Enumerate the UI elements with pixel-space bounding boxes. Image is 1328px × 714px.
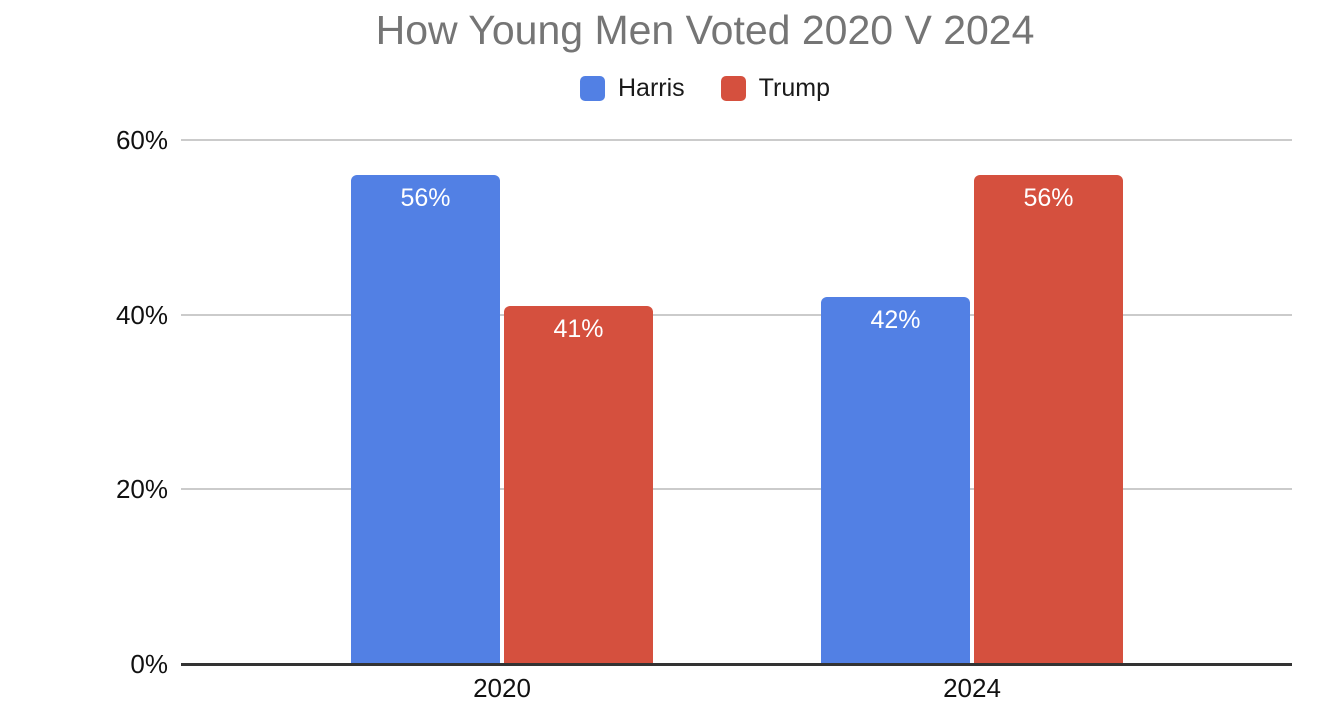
bar-harris-2020 — [351, 174, 500, 664]
gridline-60% — [181, 139, 1292, 141]
bar-trump-2020 — [504, 305, 653, 664]
legend-label-trump: Trump — [758, 74, 830, 102]
legend: Harris Trump — [580, 76, 830, 101]
legend-swatch-harris-icon — [580, 76, 606, 101]
x-category-label-2024: 2024 — [943, 673, 1001, 703]
chart-title: How Young Men Voted 2020 V 2024 — [375, 7, 1035, 53]
y-tick-label-60%: 60% — [115, 125, 168, 155]
legend-item-harris: Harris — [580, 76, 685, 101]
bar-data-label-harris-2024: 42% — [870, 306, 921, 335]
bar-trump-2024 — [974, 174, 1123, 664]
y-tick-label-0%: 0% — [130, 649, 168, 679]
bar-data-label-harris-2020: 56% — [400, 183, 451, 212]
gridline-40% — [181, 313, 1292, 316]
gridline-20% — [181, 488, 1292, 491]
bar-data-label-trump-2020: 41% — [553, 314, 604, 343]
legend-item-trump: Trump — [720, 74, 830, 102]
legend-swatch-trump-icon — [720, 76, 746, 101]
y-tick-label-40%: 40% — [115, 299, 168, 330]
legend-label-harris: Harris — [618, 74, 685, 102]
y-tick-label-20%: 20% — [115, 474, 168, 505]
bar-harris-2024 — [821, 297, 970, 664]
x-category-label-2020: 2020 — [473, 673, 531, 703]
x-axis-line — [181, 663, 1292, 666]
bar-data-label-trump-2024: 56% — [1023, 183, 1074, 212]
